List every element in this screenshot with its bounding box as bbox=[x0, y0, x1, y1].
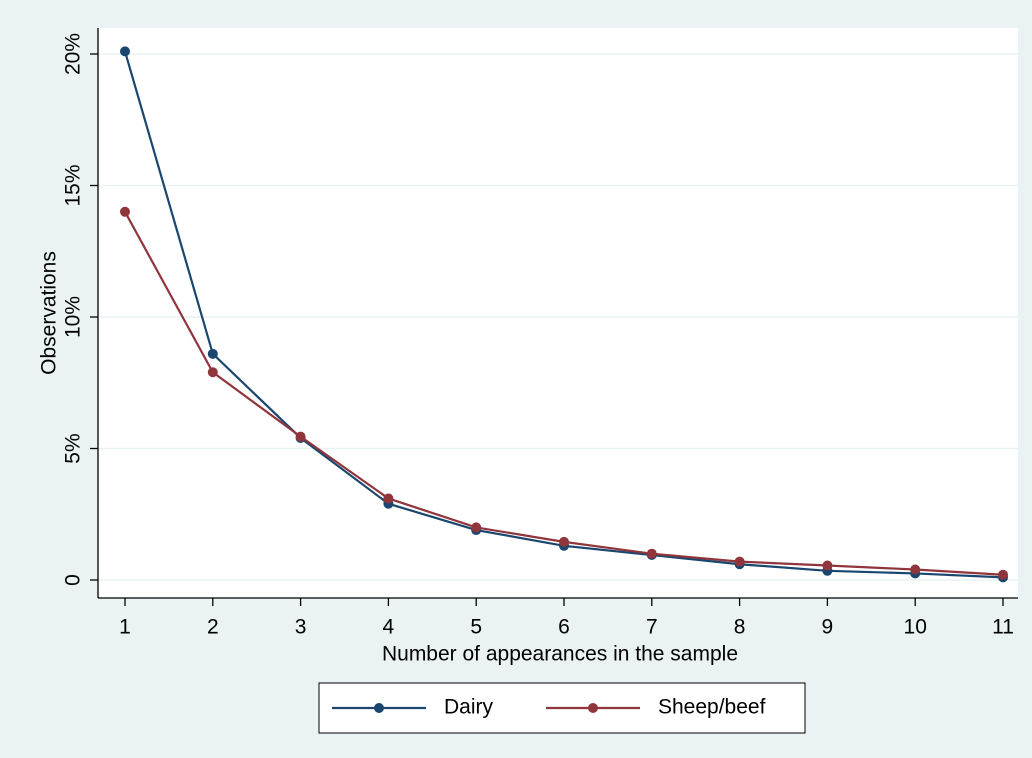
marker bbox=[120, 46, 130, 57]
y-axis-title: Observations bbox=[38, 251, 61, 375]
x-tick-label: 2 bbox=[207, 616, 219, 639]
x-tick-label: 10 bbox=[904, 616, 927, 639]
legend-marker bbox=[374, 703, 384, 713]
x-tick-label: 4 bbox=[383, 616, 395, 639]
marker bbox=[295, 431, 306, 442]
legend-label: Dairy bbox=[444, 696, 494, 719]
marker bbox=[559, 536, 569, 547]
x-tick-label: 1 bbox=[119, 616, 131, 639]
x-tick-label: 3 bbox=[295, 616, 307, 639]
y-tick-label: 15% bbox=[62, 164, 85, 206]
y-tick-label: 10% bbox=[62, 296, 85, 338]
x-tick-label: 8 bbox=[734, 616, 746, 639]
marker bbox=[998, 569, 1008, 580]
marker bbox=[383, 493, 394, 504]
x-axis-title: Number of appearances in the sample bbox=[382, 643, 738, 666]
x-tick-label: 11 bbox=[992, 616, 1014, 639]
y-tick-label: 5% bbox=[62, 433, 85, 463]
marker bbox=[471, 522, 482, 533]
x-tick-label: 6 bbox=[558, 616, 570, 639]
legend-marker bbox=[588, 703, 598, 713]
x-tick-label: 5 bbox=[470, 616, 482, 639]
legend-label: Sheep/beef bbox=[658, 696, 766, 719]
marker bbox=[734, 556, 745, 567]
y-tick-label: 0 bbox=[62, 574, 85, 586]
marker bbox=[120, 206, 130, 217]
x-tick-label: 7 bbox=[646, 616, 658, 639]
marker bbox=[646, 548, 657, 559]
marker bbox=[822, 560, 833, 571]
marker bbox=[207, 367, 218, 378]
marker bbox=[207, 348, 218, 359]
y-tick-label: 20% bbox=[62, 33, 85, 75]
plot-area bbox=[98, 28, 1018, 598]
marker bbox=[910, 564, 921, 575]
x-tick-label: 9 bbox=[822, 616, 834, 639]
